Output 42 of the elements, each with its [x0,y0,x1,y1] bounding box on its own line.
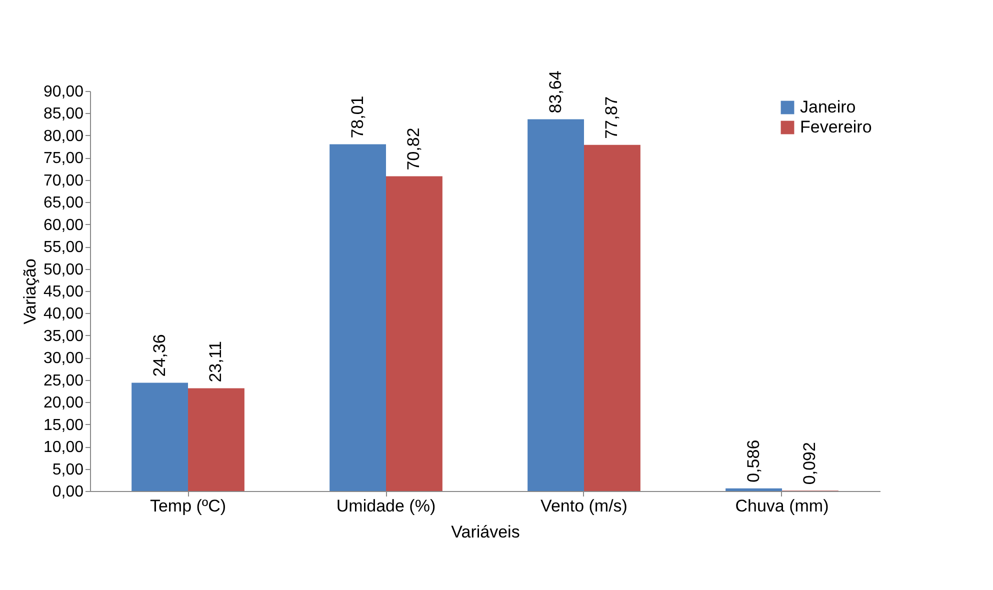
legend-label: Fevereiro [800,118,872,136]
x-tick-label: Temp (ºC) [150,496,226,516]
data-label: 0,586 [744,440,763,482]
x-axis-title: Variáveis [451,522,520,542]
y-tick-label: 15,00 [43,416,84,434]
bar [386,176,442,491]
y-tick-label: 5,00 [52,461,84,478]
bar [528,119,584,491]
legend-label: Janeiro [800,98,856,116]
bar [132,382,188,491]
y-tick-label: 45,00 [43,284,84,300]
y-tick-label: 10,00 [43,439,84,456]
data-label: 23,11 [206,341,226,382]
y-tick-label: 70,00 [43,172,84,190]
y-axis-title: Variação [20,258,40,324]
data-label: 78,01 [348,96,367,138]
bar [584,144,640,491]
bar [330,144,386,491]
y-tick-label: 65,00 [43,194,84,212]
y-tick-label: 25,00 [43,372,84,390]
y-tick-label: 40,00 [43,306,84,323]
y-tick-label: 0,00 [52,484,84,500]
data-label: 0,092 [800,442,820,485]
bar [726,488,782,491]
x-tick-label: Chuva (mm) [735,496,829,516]
y-tick-label: 30,00 [43,350,84,368]
y-tick-label: 50,00 [43,261,84,278]
data-label: 70,82 [404,128,424,170]
y-tick-label: 55,00 [43,239,84,256]
y-tick-label: 60,00 [43,216,84,234]
y-tick-label: 20,00 [43,394,84,412]
data-label: 83,64 [546,70,565,114]
y-tick-label: 75,00 [43,150,84,168]
x-tick-label: Vento (m/s) [540,496,628,516]
data-label: 24,36 [150,334,169,377]
bar [188,388,244,491]
x-tick-label: Umidade (%) [336,496,436,516]
data-label: 77,87 [602,96,622,139]
y-tick-label: 80,00 [43,128,84,145]
y-tick-label: 85,00 [43,106,84,123]
y-tick-label: 35,00 [43,328,84,345]
y-tick-label: 90,00 [43,84,84,100]
